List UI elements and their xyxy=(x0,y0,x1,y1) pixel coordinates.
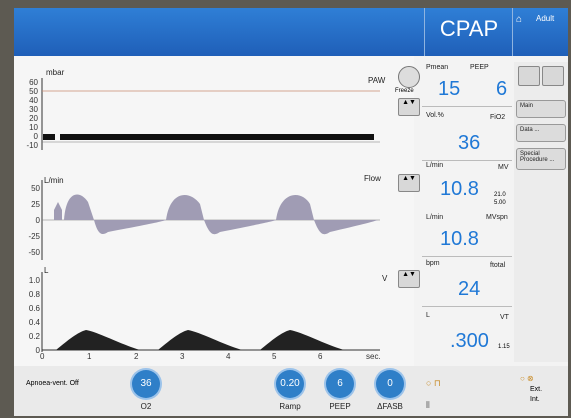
divider xyxy=(422,256,512,257)
flow-tick-label: -25 xyxy=(28,232,40,241)
fasb-setting-knob[interactable]: 0 xyxy=(376,370,404,398)
paw-tick-label: -10 xyxy=(26,141,38,150)
int-label: Int. xyxy=(530,396,540,403)
o2-setting-knob[interactable]: 36 xyxy=(132,370,160,398)
paw-waveform xyxy=(41,78,380,150)
ramp-setting-knob[interactable]: 0.20 xyxy=(276,370,304,398)
flow-tick-label: 25 xyxy=(31,200,40,209)
time-tick-label: 3 xyxy=(180,352,185,361)
flow-title: Flow xyxy=(364,174,381,183)
divider xyxy=(422,160,512,161)
flow-scale-icon[interactable]: ▲▼ xyxy=(398,174,420,192)
mv-lower-limit: 5.00 xyxy=(494,200,506,206)
ftotal-label: ftotal xyxy=(490,262,506,269)
volume-tick-label: 0.6 xyxy=(28,304,40,313)
header-divider xyxy=(512,8,513,56)
paw-unit: mbar xyxy=(46,68,65,77)
alarm-indicator-icon: ○ ⊗ xyxy=(520,374,534,383)
flow-tick-label: 0 xyxy=(35,216,40,225)
paw-tick-label: 10 xyxy=(29,123,38,132)
volume-tick-label: 0.4 xyxy=(28,318,40,327)
special-procedure-button[interactable]: Special Procedure ... xyxy=(516,148,566,170)
peep-value: 6 xyxy=(496,78,508,100)
paw-tick-label: 60 xyxy=(29,78,38,87)
fio2-value: 36 xyxy=(458,132,481,154)
volume-tick-label: 0 xyxy=(35,346,40,355)
flow-unit: L/min xyxy=(44,176,64,185)
divider xyxy=(422,306,512,307)
ventilation-mode-title: CPAP xyxy=(439,16,499,41)
apnoea-ventilation-status: Apnoea-vent. Off xyxy=(26,380,79,387)
ramp-label: Ramp xyxy=(279,402,301,411)
paw-title: PAW xyxy=(368,76,386,85)
home-icon[interactable]: ⌂ xyxy=(516,14,523,25)
header-divider xyxy=(424,8,425,56)
vt-limit: 1.15 xyxy=(498,344,510,350)
volume-title: V xyxy=(382,274,388,283)
time-tick-label: 2 xyxy=(134,352,139,361)
volume-scale-icon[interactable]: ▲▼ xyxy=(398,270,420,288)
ftotal-unit: bpm xyxy=(426,260,440,267)
vt-value: .300 xyxy=(450,330,489,352)
mvspn-unit: L/min xyxy=(426,214,444,221)
peep-setting-knob[interactable]: 6 xyxy=(326,370,354,398)
fasb-label: ΔFASB xyxy=(377,402,403,411)
paw-scale-icon[interactable]: ▲▼ xyxy=(398,98,420,116)
o2-label: O2 xyxy=(140,402,152,411)
ftotal-value: 24 xyxy=(458,278,481,300)
time-tick-label: 5 xyxy=(272,352,277,361)
freeze-label: Freeze xyxy=(395,88,414,94)
peep-setting-label: PEEP xyxy=(329,402,351,411)
volume-tick-label: 0.8 xyxy=(28,290,40,299)
volume-tick-label: 0.2 xyxy=(28,332,40,341)
mv-upper-limit: 21.0 xyxy=(494,192,506,198)
pmean-label: Pmean xyxy=(426,64,449,71)
main-button[interactable]: Main xyxy=(516,100,566,118)
mv-label: MV xyxy=(498,164,509,171)
data-button[interactable]: Data ... xyxy=(516,124,566,142)
time-axis: 0 1 2 3 4 5 6 sec. xyxy=(40,352,381,364)
time-tick-label: 0 xyxy=(40,352,45,361)
fio2-unit: Vol.% xyxy=(426,112,444,119)
volume-tick-label: 1.0 xyxy=(28,276,40,285)
time-unit: sec. xyxy=(366,352,381,361)
layout-icon[interactable] xyxy=(518,66,540,86)
nebulizer-icon[interactable]: ⫴ xyxy=(426,400,430,410)
sidebar: Main Data ... Special Procedure ... xyxy=(514,62,568,362)
divider xyxy=(422,106,512,107)
pmean-value: 15 xyxy=(438,78,461,100)
volume-waveform xyxy=(41,272,380,352)
paw-tick-label: 0 xyxy=(33,132,38,141)
flow-tick-label: 50 xyxy=(31,184,40,193)
bottom-bar: Apnoea-vent. Off 36 O2 0.20 Ramp 6 PEEP … xyxy=(14,366,568,416)
peep-label: PEEP xyxy=(470,64,489,71)
window-icon[interactable] xyxy=(542,66,564,86)
paw-tick-label: 50 xyxy=(29,87,38,96)
waveform-area: mbar PAW 60 50 40 30 20 10 0 -10 L/min F… xyxy=(14,56,414,368)
volume-unit: L xyxy=(44,266,49,275)
time-tick-label: 1 xyxy=(87,352,92,361)
mvspn-value: 10.8 xyxy=(440,228,479,250)
time-tick-label: 4 xyxy=(226,352,231,361)
paw-tick-label: 20 xyxy=(29,114,38,123)
freeze-button[interactable] xyxy=(398,66,420,88)
flow-waveform xyxy=(41,180,380,260)
mvspn-label: MVspn xyxy=(486,214,508,221)
ext-label: Ext. xyxy=(530,386,543,393)
patient-category: Adult xyxy=(536,14,555,23)
measurements-panel: Pmean PEEP 15 6 Vol.% FiO2 36 L/min MV 1… xyxy=(422,62,512,352)
fio2-label: FiO2 xyxy=(490,114,506,121)
vt-unit: L xyxy=(426,312,430,319)
vt-label: VT xyxy=(500,314,509,321)
ventilator-screen: CPAP ⌂ Adult mbar PAW 60 50 40 30 20 10 … xyxy=(14,8,568,416)
paw-tick-label: 30 xyxy=(29,105,38,114)
flow-tick-label: -50 xyxy=(28,248,40,257)
mv-value: 10.8 xyxy=(440,178,479,200)
mv-unit: L/min xyxy=(426,162,444,169)
time-tick-label: 6 xyxy=(318,352,323,361)
status-indicator-icon: ○ ⊓ xyxy=(426,378,441,388)
top-bar xyxy=(14,8,568,56)
paw-tick-label: 40 xyxy=(29,96,38,105)
